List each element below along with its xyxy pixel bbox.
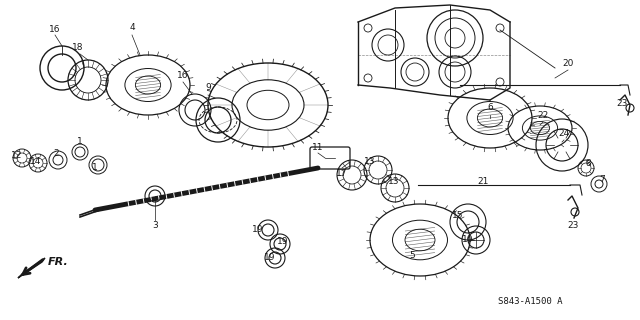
Text: 22: 22	[538, 111, 548, 121]
Text: 3: 3	[152, 220, 158, 229]
Text: 16: 16	[177, 70, 189, 79]
Text: 9: 9	[205, 84, 211, 92]
Text: 15: 15	[452, 212, 464, 220]
Text: 14: 14	[30, 157, 42, 166]
Text: S843-A1500 A: S843-A1500 A	[498, 298, 563, 307]
Text: 10: 10	[462, 236, 474, 244]
Text: 13: 13	[388, 178, 400, 187]
Text: 11: 11	[312, 143, 324, 153]
Text: 23: 23	[567, 220, 579, 229]
Polygon shape	[18, 258, 45, 278]
Text: 2: 2	[53, 149, 59, 158]
Text: 5: 5	[409, 251, 415, 260]
Text: 19: 19	[264, 253, 276, 262]
Text: 16: 16	[49, 26, 61, 35]
Text: 20: 20	[563, 60, 573, 68]
Text: 1: 1	[92, 164, 98, 172]
Text: 8: 8	[585, 158, 591, 167]
Text: 19: 19	[252, 226, 264, 235]
Text: 18: 18	[72, 44, 84, 52]
Text: 7: 7	[599, 175, 605, 185]
Text: 13: 13	[364, 157, 376, 166]
Text: 1: 1	[77, 138, 83, 147]
Text: 24: 24	[558, 130, 570, 139]
Text: 19: 19	[277, 237, 289, 246]
Text: 4: 4	[129, 23, 135, 33]
Text: 23: 23	[616, 99, 628, 108]
Text: FR.: FR.	[48, 257, 68, 267]
Text: 17: 17	[336, 169, 348, 178]
Text: 6: 6	[487, 103, 493, 113]
Text: 21: 21	[477, 178, 489, 187]
Text: 12: 12	[12, 150, 22, 159]
